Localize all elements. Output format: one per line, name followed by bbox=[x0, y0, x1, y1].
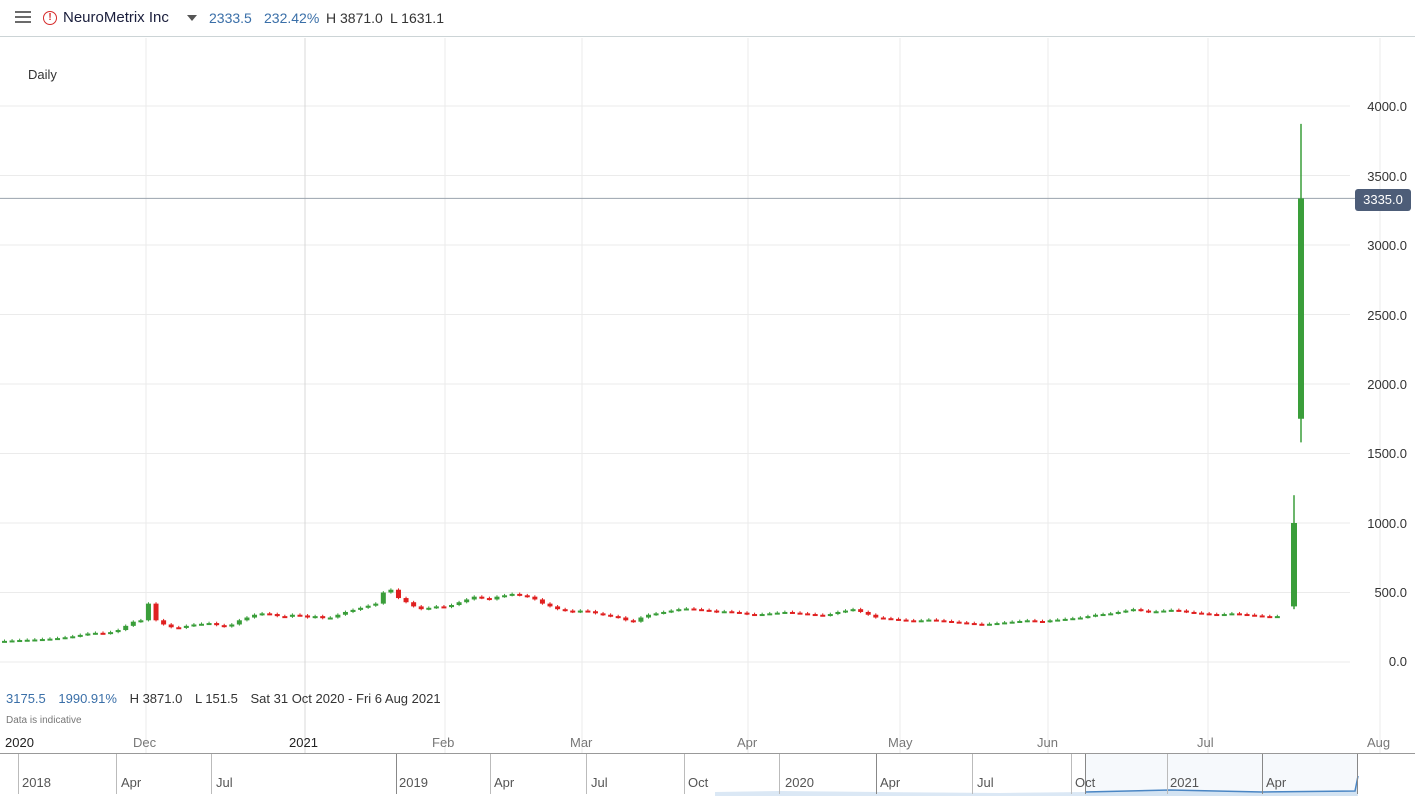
navigator-label: 2020 bbox=[785, 775, 814, 790]
navigator-tick bbox=[972, 754, 973, 794]
navigator-tick bbox=[1071, 754, 1072, 794]
navigator-tick bbox=[18, 754, 19, 794]
y-axis-label: 3000.0 bbox=[1367, 238, 1407, 253]
y-axis-label: 2500.0 bbox=[1367, 308, 1407, 323]
change-percent: 232.42% bbox=[264, 10, 320, 26]
navigator-sparkline bbox=[715, 754, 1359, 796]
x-axis-label: Jul bbox=[1197, 735, 1214, 750]
navigator-tick bbox=[779, 754, 780, 794]
navigator-tick bbox=[876, 754, 877, 794]
navigator-tick bbox=[1167, 754, 1168, 794]
range-navigator[interactable]: 2018 Apr Jul 2019 Apr Jul Oct 2020 Apr Jul Oct 2021… bbox=[0, 753, 1415, 796]
y-axis-label: 3500.0 bbox=[1367, 169, 1407, 184]
last-price: 2333.5 bbox=[209, 10, 252, 26]
x-axis-label: Feb bbox=[432, 735, 455, 750]
x-axis-label: May bbox=[888, 735, 913, 750]
hamburger-menu-icon[interactable] bbox=[15, 11, 31, 24]
navigator-tick bbox=[586, 754, 587, 794]
instrument-selector[interactable]: NeuroMetrix Inc bbox=[63, 9, 169, 26]
x-axis-label: 2020 bbox=[5, 735, 34, 750]
range-high: H 3871.0 bbox=[129, 691, 183, 706]
navigator-label: Apr bbox=[121, 775, 142, 790]
session-high: H 3871.0 bbox=[326, 10, 383, 26]
disclaimer: Data is indicative bbox=[6, 715, 82, 726]
y-axis-label: 1500.0 bbox=[1367, 446, 1407, 461]
chart-header: ! NeuroMetrix Inc 2333.5 232.42% H 3871.… bbox=[0, 0, 1415, 37]
chevron-down-icon[interactable] bbox=[187, 15, 197, 21]
y-axis-label: 500.0 bbox=[1374, 585, 1407, 600]
range-low: L 151.5 bbox=[194, 691, 238, 706]
date-range: Sat 31 Oct 2020 - Fri 6 Aug 2021 bbox=[250, 691, 441, 706]
x-axis-label: Apr bbox=[737, 735, 758, 750]
navigator-label: Oct bbox=[1075, 775, 1096, 790]
navigator-label: Apr bbox=[880, 775, 901, 790]
candlestick-chart[interactable] bbox=[0, 38, 1415, 753]
x-axis-label: Aug bbox=[1367, 735, 1391, 750]
y-axis-label: 1000.0 bbox=[1367, 516, 1407, 531]
y-axis-label: 4000.0 bbox=[1367, 99, 1407, 114]
navigator-tick bbox=[1262, 754, 1263, 794]
x-axis-label: Jun bbox=[1037, 735, 1058, 750]
navigator-label: 2018 bbox=[22, 775, 51, 790]
range-change: 3175.5 bbox=[6, 691, 46, 706]
navigator-label: 2019 bbox=[399, 775, 428, 790]
navigator-selection-handle[interactable] bbox=[1085, 754, 1357, 796]
navigator-label: Apr bbox=[1266, 775, 1287, 790]
y-axis-label: 2000.0 bbox=[1367, 377, 1407, 392]
navigator-tick bbox=[211, 754, 212, 794]
interval-label: Daily bbox=[28, 67, 57, 82]
navigator-tick bbox=[1085, 754, 1086, 794]
navigator-label: Jul bbox=[591, 775, 608, 790]
x-axis-label: Mar bbox=[570, 735, 593, 750]
navigator-tick bbox=[396, 754, 397, 794]
navigator-label: Oct bbox=[688, 775, 709, 790]
session-low: L 1631.1 bbox=[390, 10, 444, 26]
navigator-label: Jul bbox=[977, 775, 994, 790]
navigator-label: Jul bbox=[216, 775, 233, 790]
navigator-tick bbox=[684, 754, 685, 794]
exclamation-circle-icon[interactable]: ! bbox=[43, 11, 57, 25]
navigator-label: 2021 bbox=[1170, 775, 1199, 790]
navigator-tick bbox=[490, 754, 491, 794]
x-axis-label: 2021 bbox=[289, 735, 318, 750]
range-stats: 3175.5 1990.91% H 3871.0 L 151.5 Sat 31 … bbox=[6, 691, 450, 706]
current-price-tag: 3335.0 bbox=[1355, 189, 1411, 211]
x-axis-label: Dec bbox=[133, 735, 157, 750]
navigator-tick bbox=[116, 754, 117, 794]
range-change-percent: 1990.91% bbox=[58, 691, 117, 706]
y-axis-label: 0.0 bbox=[1388, 654, 1407, 669]
navigator-label: Apr bbox=[494, 775, 515, 790]
navigator-tick bbox=[1357, 754, 1358, 794]
